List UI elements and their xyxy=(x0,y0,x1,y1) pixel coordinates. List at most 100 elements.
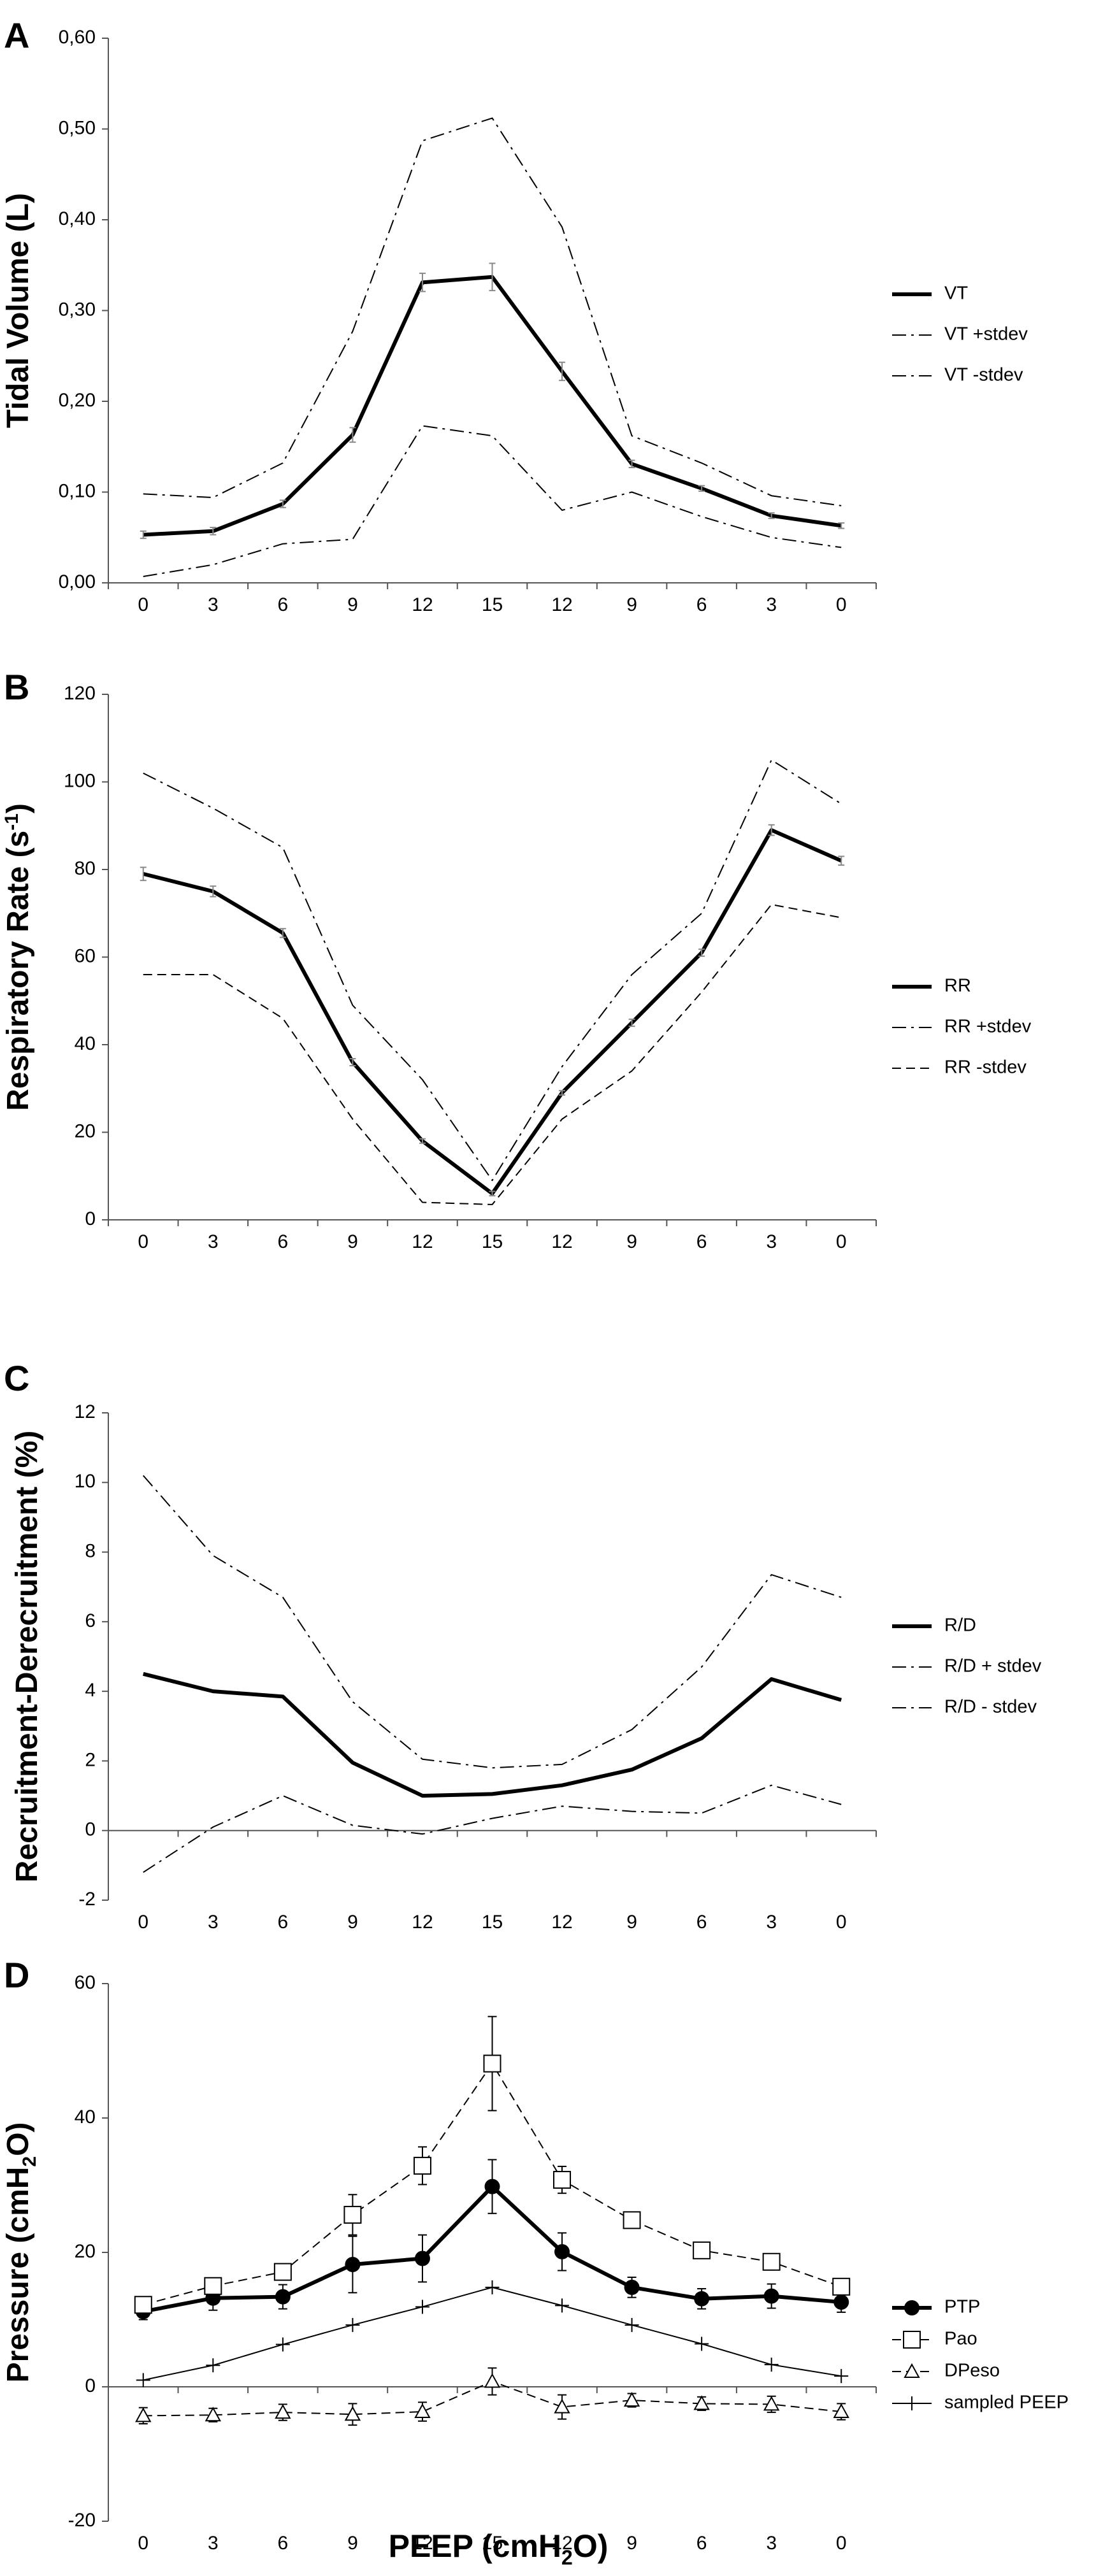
data-point xyxy=(832,2277,851,2296)
panel-letter: C xyxy=(4,1358,29,1398)
y-axis-title-text: Recruitment-Derecruitment (%) xyxy=(10,1431,44,1882)
y-tick-label: 0,40 xyxy=(59,208,96,229)
x-tick-label: 9 xyxy=(347,1912,358,1933)
y-tick-label: 40 xyxy=(75,1033,96,1054)
y-tick-label: 0,00 xyxy=(59,571,96,592)
x-tick-label: 0 xyxy=(138,2533,148,2554)
x-tick-label: 3 xyxy=(208,1231,219,1252)
chart-panel-C: C Recruitment-Derecruitment (%) -2 0 2 4 6 8 10 1… xyxy=(4,1358,1042,1933)
x-tick-label: 0 xyxy=(138,594,148,615)
y-tick-label: 0,10 xyxy=(59,480,96,501)
x-tick-label: 6 xyxy=(696,1231,707,1252)
panel-letter: B xyxy=(4,667,29,707)
y-tick-label: 0 xyxy=(85,2375,96,2396)
y-tick-label: 0 xyxy=(85,1819,96,1840)
x-tick-label: 9 xyxy=(626,2533,637,2554)
y-axis-title: Pressure (cmH2O) xyxy=(1,2122,40,2383)
data-point xyxy=(553,2171,572,2189)
data-point xyxy=(770,536,773,539)
legend-label: RR xyxy=(944,976,971,996)
y-tick-label: 0 xyxy=(85,1208,96,1229)
legend-label: VT -stdev xyxy=(944,365,1023,385)
legend-marker xyxy=(903,2331,921,2349)
y-axis-title: Recruitment-Derecruitment (%) xyxy=(10,1431,44,1882)
y-tick-label: 4 xyxy=(85,1680,96,1701)
x-tick-label: 6 xyxy=(278,1231,289,1252)
series-line xyxy=(143,1784,842,1873)
x-tick-label: 3 xyxy=(208,594,219,615)
y-tick-label: -2 xyxy=(78,1889,96,1910)
panel-letter: A xyxy=(4,15,29,55)
data-point xyxy=(212,564,214,566)
y-tick-label: 8 xyxy=(85,1540,96,1561)
series-line xyxy=(143,759,842,1182)
x-tick-label: 6 xyxy=(278,1912,289,1933)
data-point xyxy=(275,2404,291,2419)
y-axis-title-script: 2 xyxy=(19,2156,40,2167)
data-point xyxy=(275,2289,291,2305)
legend-marker xyxy=(904,2363,920,2378)
panel-letter: D xyxy=(4,1955,29,1995)
series-vt-stdev xyxy=(143,425,842,578)
series-line xyxy=(143,275,842,537)
data-point xyxy=(134,2296,152,2314)
series-rr-stdev xyxy=(143,904,842,1205)
data-point xyxy=(204,2277,222,2295)
x-tick-label: 12 xyxy=(412,1231,433,1252)
y-tick-label: 20 xyxy=(75,1120,96,1141)
y-tick-label: 60 xyxy=(75,1972,96,1993)
data-point xyxy=(273,2263,292,2281)
x-tick-label: 12 xyxy=(551,1912,572,1933)
y-tick-label: 20 xyxy=(75,2241,96,2262)
legend-label: VT xyxy=(944,283,968,304)
data-point xyxy=(414,2250,430,2266)
y-tick-label: 60 xyxy=(75,945,96,966)
x-tick-label: 9 xyxy=(347,2533,358,2554)
x-tick-label: 12 xyxy=(412,2533,433,2554)
x-tick-label: 3 xyxy=(766,2533,777,2554)
series-line xyxy=(143,1671,842,1798)
y-tick-label: 2 xyxy=(85,1749,96,1770)
series-r-d xyxy=(143,1671,842,1798)
series-line xyxy=(143,1475,842,1769)
x-tick-label: 0 xyxy=(836,2533,847,2554)
y-axis-title-text: Tidal Volume (L) xyxy=(1,193,35,428)
series-rr xyxy=(140,824,845,1197)
series-ptp xyxy=(135,2159,849,2321)
data-point xyxy=(345,2256,361,2272)
x-tick-label: 3 xyxy=(766,594,777,615)
series-sampled-peep xyxy=(136,2280,849,2387)
y-tick-label: 10 xyxy=(75,1471,96,1492)
series-dpeso xyxy=(135,2367,849,2426)
y-axis-title-text: Pressure (cmH xyxy=(1,2167,35,2383)
series-r-d-stdev xyxy=(143,1784,842,1873)
legend-label: RR -stdev xyxy=(944,1057,1027,1078)
y-tick-label: 80 xyxy=(75,858,96,879)
data-point xyxy=(624,2279,640,2295)
legend-label: R/D - stdev xyxy=(944,1697,1037,1717)
data-point xyxy=(554,2398,570,2414)
x-tick-label: 6 xyxy=(278,594,289,615)
y-tick-label: 12 xyxy=(75,1401,96,1422)
data-point xyxy=(763,2396,780,2411)
x-tick-label: 15 xyxy=(482,1231,503,1252)
data-point xyxy=(554,2243,570,2259)
series-line xyxy=(143,904,842,1205)
x-tick-label: 0 xyxy=(138,1912,148,1933)
data-point xyxy=(694,2291,710,2307)
legend: VT VT +stdev VT -stdev xyxy=(892,283,1028,385)
y-tick-label: 0,20 xyxy=(59,390,96,411)
y-tick-label: 0,50 xyxy=(59,117,96,138)
data-point xyxy=(414,2403,431,2419)
x-tick-label: 3 xyxy=(208,2533,219,2554)
data-point xyxy=(693,2241,711,2259)
y-axis-title-script: -1 xyxy=(1,813,22,831)
data-point xyxy=(623,2211,641,2229)
x-tick-label: 6 xyxy=(696,1912,707,1933)
data-point xyxy=(840,803,842,805)
x-tick-label: 9 xyxy=(347,1231,358,1252)
x-tick-label: 15 xyxy=(482,2533,503,2554)
series-line xyxy=(143,828,842,1196)
data-point xyxy=(763,2288,779,2304)
